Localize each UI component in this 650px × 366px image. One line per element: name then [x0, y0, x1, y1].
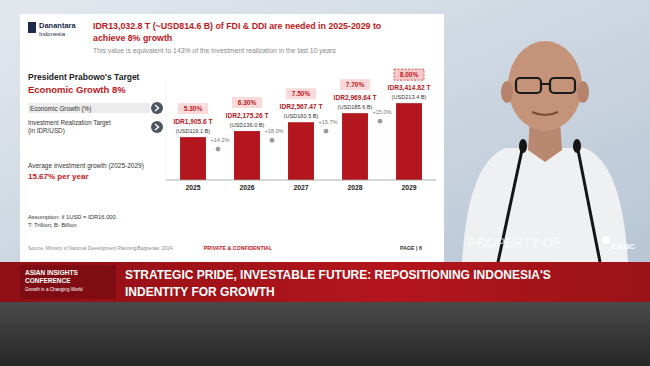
lower-band: [0, 302, 650, 366]
slide-subtitle: This value is equivalent to 143% of the …: [93, 47, 337, 55]
banner: [0, 262, 650, 302]
x-tick-label: 2027: [293, 184, 308, 191]
speaker-ear: [577, 81, 589, 103]
frame: DanantaraIndonesia IDR13,032.8 T (~USD814…: [0, 0, 650, 366]
conference-name: CONFERENCE: [25, 277, 71, 284]
confidential: PRIVATE & CONFIDENTIAL: [204, 245, 273, 251]
growth-box-label: 7.50%: [292, 90, 311, 97]
row-label: Economic Growth (%): [30, 105, 91, 113]
growth-rate-icon: [270, 138, 275, 143]
usd-value-anchor: [192, 133, 194, 134]
usd-label: (USD185.6 B): [338, 104, 373, 110]
microphone: [573, 139, 581, 153]
growth-rate-label: +18.0%: [264, 128, 283, 134]
usd-label: (USD119.1 B): [176, 128, 211, 134]
value-label: IDR2,567.47 T: [280, 103, 323, 111]
slide-title: IDR13,032.8 T (~USD814.6 B) of FDI & DDI…: [93, 21, 382, 31]
growth-rate-label: +14.2%: [210, 137, 229, 143]
logo-text: Indonesia: [39, 31, 66, 37]
bar: [396, 103, 422, 180]
row-label: Investment Realization Target: [28, 119, 111, 127]
growth-rate-icon: [324, 129, 329, 134]
row-label: (in IDR/USD): [28, 127, 65, 135]
growth-rate-label: +15.0%: [372, 109, 391, 115]
bar: [288, 122, 314, 180]
y-axis-line: [166, 79, 167, 180]
chevron-icon: [155, 124, 159, 130]
stage-background: [0, 0, 650, 262]
assumption: Assumption: if 1USD = IDR16,000: [28, 214, 116, 220]
value-label: IDR3,414.82 T: [388, 84, 431, 92]
source: Source: Ministry of National Development…: [28, 246, 174, 251]
growth-box-label: 7.70%: [346, 81, 365, 88]
logo-icon: [28, 22, 36, 33]
target-heading: President Prabowo's Target: [28, 72, 140, 82]
speaker-head: [508, 41, 582, 131]
microphone: [519, 139, 527, 153]
growth-box: [286, 88, 316, 99]
growth-box-label: 5.30%: [184, 105, 203, 112]
speaker: [462, 41, 628, 262]
value-label: IDR1,905.6 T: [173, 118, 212, 126]
channel-logo: CNBC: [612, 242, 635, 251]
chevron-icon: [151, 102, 163, 114]
target: Economic Growth 8%: [28, 84, 126, 95]
growth-rate-label: +15.7%: [318, 119, 337, 125]
chevron-icon: [151, 121, 163, 133]
conference-badge: [20, 265, 116, 299]
growth-box: [394, 69, 424, 80]
bar: [342, 113, 368, 180]
growth-rate-icon: [378, 119, 383, 124]
conference-tagline: Growth in a Changing World: [25, 287, 83, 292]
usd-value-anchor: [300, 118, 302, 119]
speaker-ear: [501, 81, 513, 103]
speaker-glasses: [550, 78, 575, 93]
average-value: 15.67% per year: [28, 172, 89, 181]
x-tick-label: 2026: [239, 184, 254, 191]
row-band: [28, 103, 150, 113]
watermark: PROPERTY OF: [468, 235, 561, 250]
usd-value-anchor: [408, 99, 410, 100]
usd-value-anchor: [354, 109, 356, 110]
conference-name: ASIAN INSIGHTS: [25, 269, 78, 276]
usd-label: (USD160.5 B): [284, 113, 319, 119]
usd-label: (USD136.0 B): [230, 122, 265, 128]
usd-value-anchor: [246, 127, 248, 128]
headline: STRATEGIC PRIDE, INVESTABLE FUTURE: REPO…: [125, 268, 551, 282]
bars: [180, 103, 422, 180]
slide: [20, 14, 444, 262]
bar: [180, 137, 206, 180]
channel-logo-icon: [602, 236, 610, 244]
microphone: [578, 150, 600, 262]
usd-label: (USD213.4 B): [392, 94, 427, 100]
value-label: IDR2,175.26 T: [226, 112, 269, 120]
speaker-glasses: [541, 83, 550, 85]
speaker-shirt: [462, 148, 628, 262]
value-label: IDR2,969.64 T: [334, 94, 377, 102]
chevron-icon: [155, 105, 159, 111]
growth-box: [340, 79, 370, 90]
growth-rate-icon: [216, 147, 221, 152]
headline: INDENTITY FOR GROWTH: [125, 285, 275, 299]
x-axis-line: [166, 180, 436, 181]
slide-title: achieve 8% growth: [93, 33, 172, 43]
x-tick-label: 2025: [185, 184, 200, 191]
growth-box-label: 8.00%: [400, 71, 419, 78]
growth-box: [232, 97, 262, 108]
page-number: PAGE | 6: [400, 245, 422, 251]
logo-text: Danantara: [39, 21, 77, 30]
x-tick-label: 2028: [347, 184, 362, 191]
growth-box: [178, 103, 208, 114]
speaker-mouth: [532, 112, 558, 115]
average-label: Average investment growth (2025-2029): [28, 162, 144, 170]
x-tick-label: 2029: [401, 184, 416, 191]
units-note: T: Trillion; B: Billion: [28, 222, 77, 228]
growth-box-label: 6.30%: [238, 99, 257, 106]
bar: [234, 131, 260, 180]
speaker-glasses: [516, 78, 541, 93]
